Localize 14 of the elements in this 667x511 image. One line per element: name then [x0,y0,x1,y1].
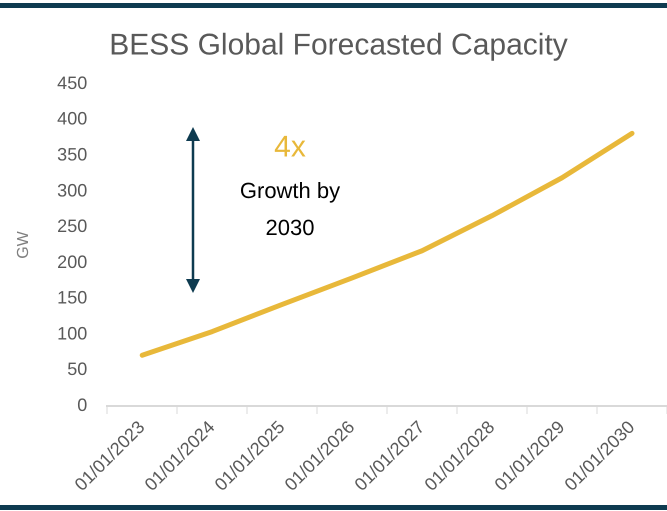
y-tick-label: 50 [67,359,88,380]
y-tick-label: 400 [57,108,88,129]
annotation: Growth by 2030 [240,178,340,240]
annotation: 4x [274,130,306,164]
chart-title: BESS Global Forecasted Capacity [109,28,568,62]
y-tick-label: 300 [57,180,88,200]
y-tick-label: 100 [57,323,88,344]
y-tick-label: 250 [57,216,88,236]
y-tick-label: 350 [57,144,88,165]
y-tick-label: 450 [57,72,88,93]
y-axis-title: GW [15,230,32,259]
y-tick-label: 150 [57,288,88,308]
y-tick-label: 0 [77,394,88,415]
y-tick-label: 200 [57,252,88,272]
